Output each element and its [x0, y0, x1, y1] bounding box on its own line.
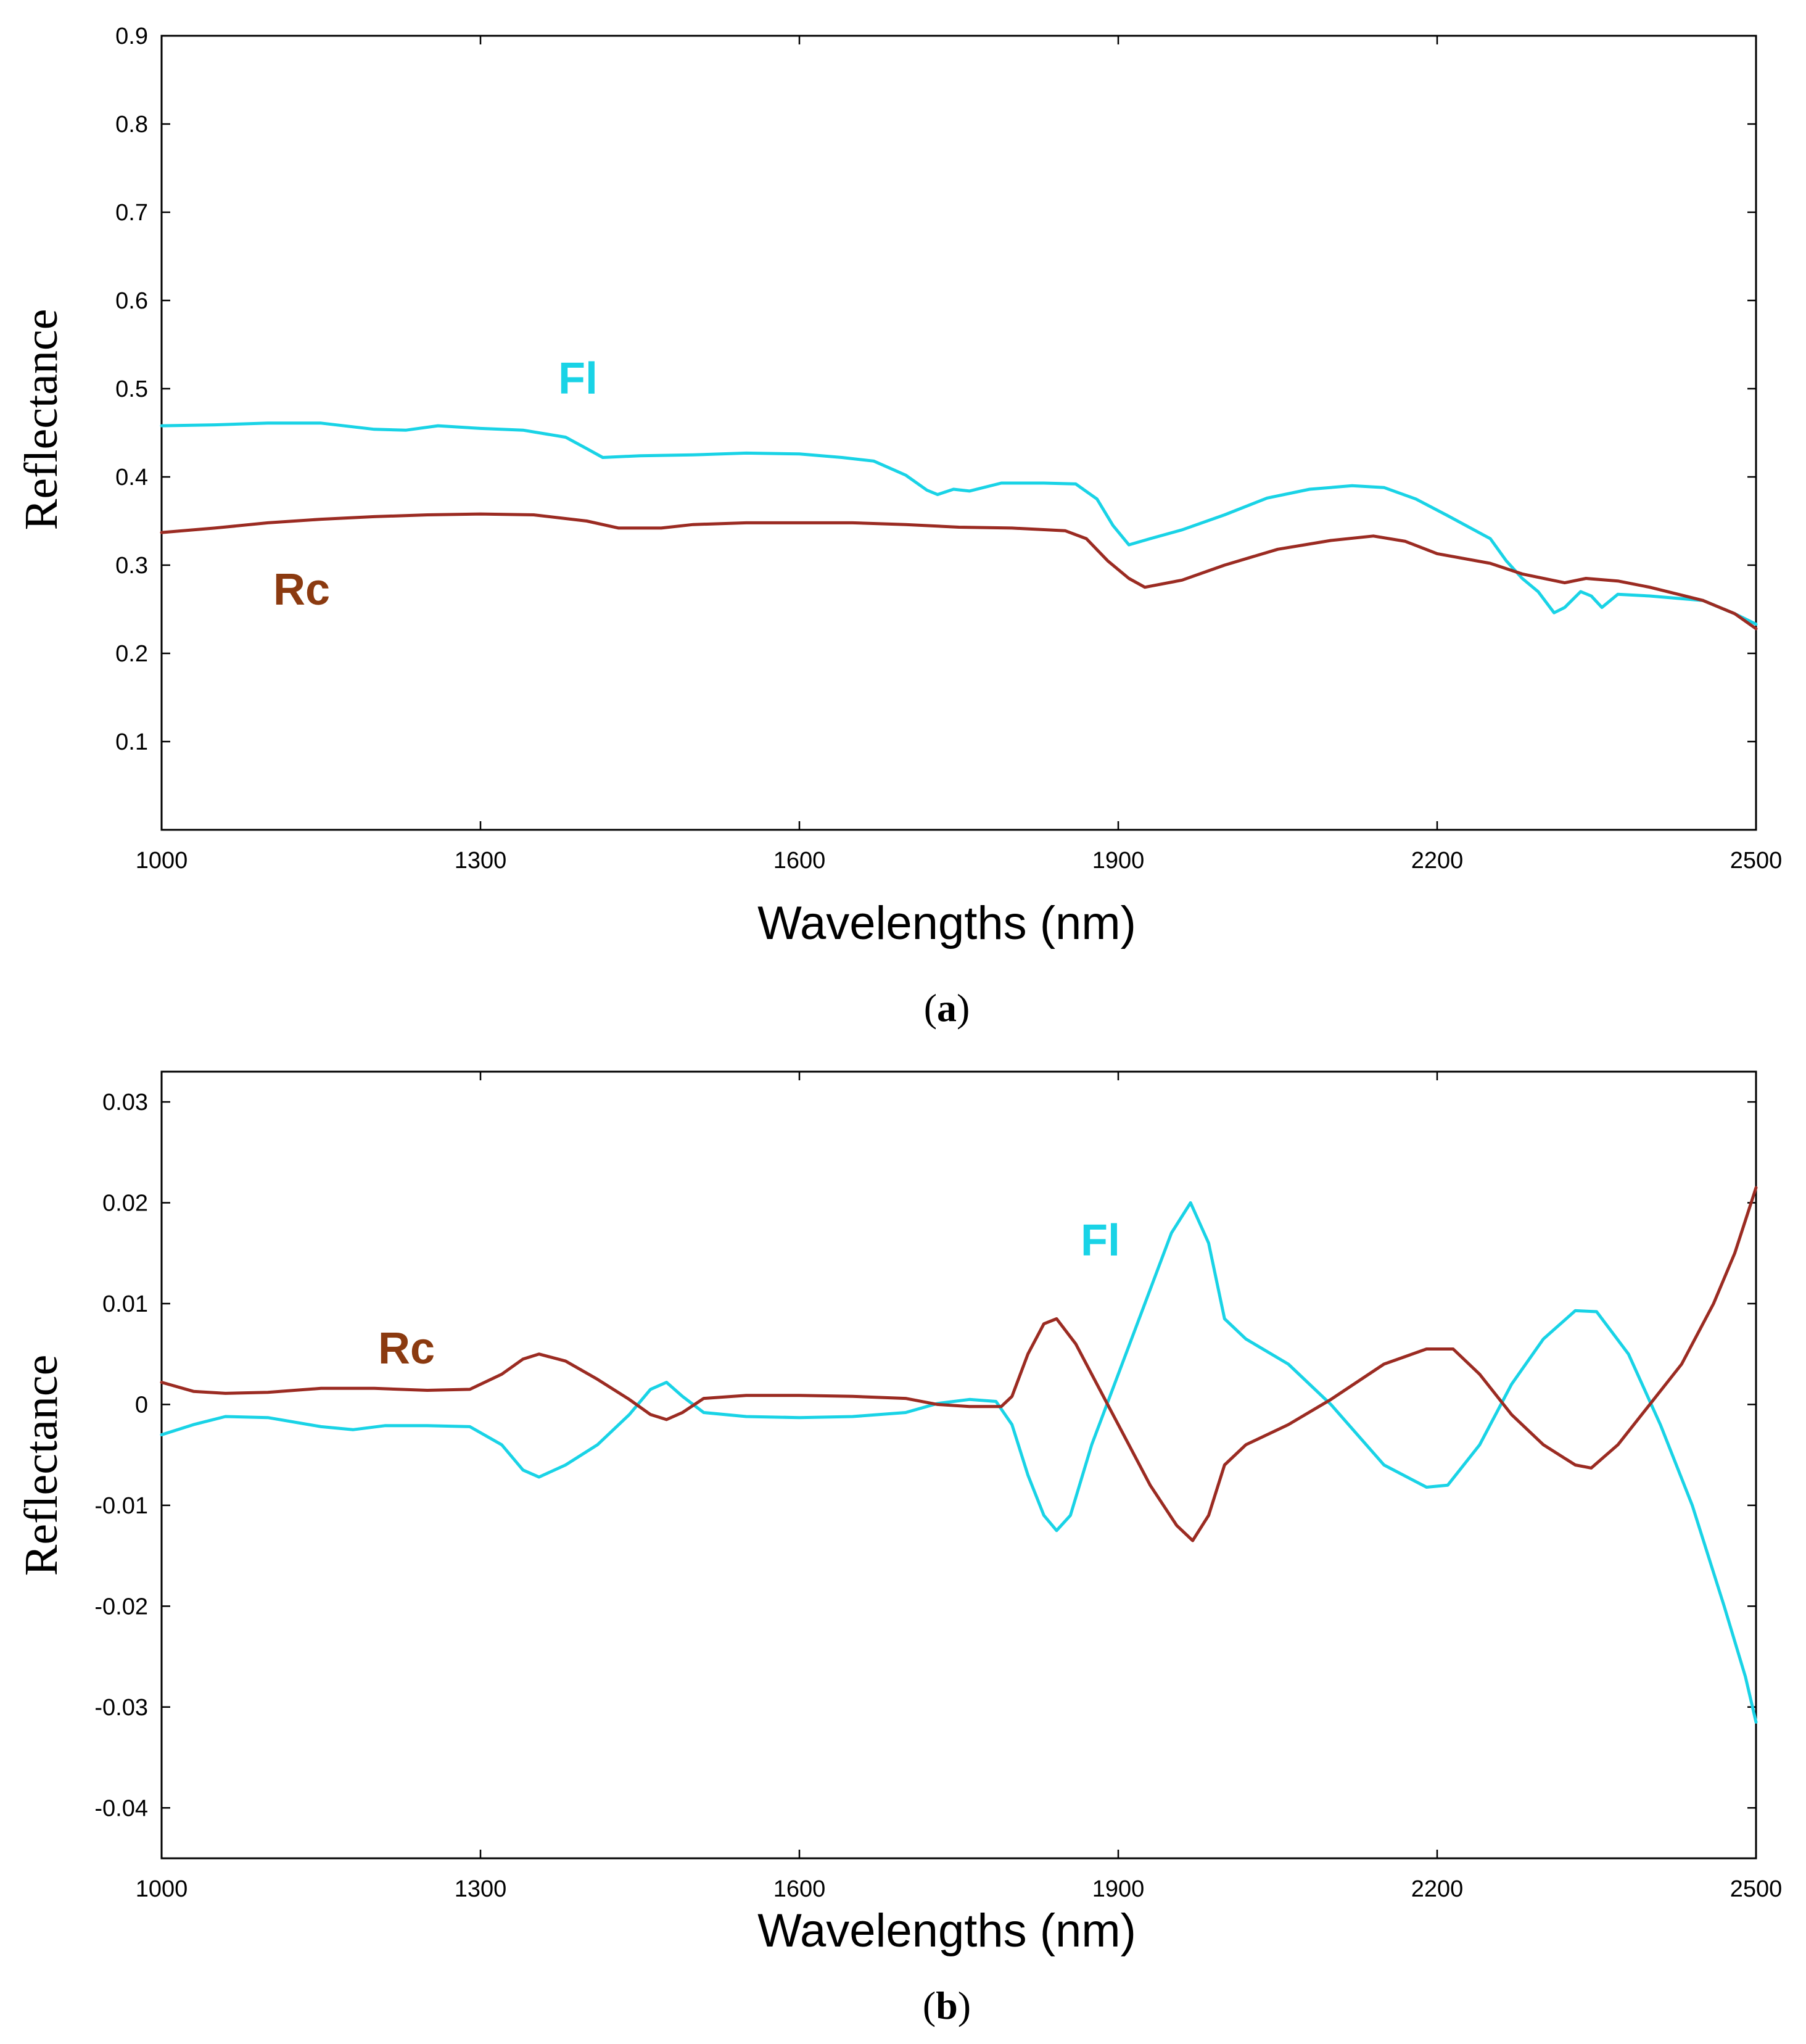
y-tick-label: 0.1	[115, 729, 148, 755]
y-tick-label: 0.02	[102, 1191, 148, 1217]
panel-a-plot-frame	[160, 35, 1757, 831]
x-tick-label: 1900	[1092, 1876, 1145, 1902]
y-tick-label: -0.03	[94, 1695, 148, 1721]
panel-a-tick-labels: 1000 1300 1600 1900 2200 2500 0.1 0.2 0.3 0.4 0.5 0…	[115, 23, 1782, 874]
panel-b-chart: 1000 1300 1600 1900 2200 2500 0.03 0.02 0.01 0 -0.…	[15, 1070, 1782, 2027]
series-line-fl	[160, 1201, 1758, 1724]
panel-a-caption: (a)	[924, 986, 970, 1030]
x-tick-label: 1600	[773, 848, 826, 874]
y-tick-label: 0.3	[115, 553, 148, 579]
panel-b-caption-letter: b	[936, 1984, 958, 2027]
y-tick-label: 0.4	[115, 465, 148, 490]
panel-a-rc-label: Rc	[273, 565, 330, 614]
y-tick-label: -0.01	[94, 1493, 148, 1519]
y-tick-label: 0.01	[102, 1291, 148, 1317]
panel-a-x-axis-title: Wavelengths (nm)	[757, 897, 1136, 950]
series-line-fl	[160, 421, 1758, 626]
x-tick-label: 1300	[455, 1876, 507, 1902]
y-tick-label: 0.8	[115, 112, 148, 138]
panel-b-y-axis-title: Reflectance	[15, 1355, 67, 1576]
panel-b-tick-labels: 1000 1300 1600 1900 2200 2500 0.03 0.02 0.01 0 -0.…	[94, 1090, 1782, 1902]
y-tick-label: 0.6	[115, 288, 148, 314]
x-tick-label: 2200	[1411, 1876, 1464, 1902]
y-tick-label: 0.7	[115, 200, 148, 226]
panel-b-fl-label: Fl	[1081, 1216, 1120, 1265]
y-tick-label: 0.03	[102, 1090, 148, 1115]
y-tick-label: 0	[135, 1392, 148, 1418]
series-line-rc	[160, 512, 1758, 631]
panel-b-ticks	[160, 1072, 1757, 1858]
x-tick-label: 1300	[455, 848, 507, 874]
y-tick-label: 0.2	[115, 641, 148, 667]
panel-b-curves	[160, 1186, 1758, 1724]
x-tick-label: 1600	[773, 1876, 826, 1902]
panel-a-ticks	[160, 35, 1757, 830]
panel-a-chart: 1000 1300 1600 1900 2200 2500 0.1 0.2 0.3 0.4 0.5 0…	[15, 23, 1782, 1030]
y-tick-label: -0.04	[94, 1795, 148, 1821]
panel-a-caption-letter: a	[937, 986, 957, 1030]
x-tick-label: 1000	[136, 1876, 188, 1902]
panel-b-plot-frame	[160, 1070, 1757, 1860]
x-tick-label: 1000	[136, 848, 188, 874]
panel-b-rc-label: Rc	[378, 1324, 435, 1373]
panel-a-curves	[160, 421, 1758, 631]
series-line-rc	[160, 1186, 1758, 1542]
x-tick-label: 2200	[1411, 848, 1464, 874]
x-tick-label: 2500	[1730, 848, 1783, 874]
panel-b-caption: (b)	[923, 1984, 971, 2027]
x-tick-label: 1900	[1092, 848, 1145, 874]
panel-b-x-axis-title: Wavelengths (nm)	[757, 1905, 1136, 1957]
y-tick-label: 0.9	[115, 23, 148, 49]
y-tick-label: -0.02	[94, 1594, 148, 1620]
panel-a-fl-label: Fl	[558, 354, 598, 403]
y-tick-label: 0.5	[115, 376, 148, 402]
x-tick-label: 2500	[1730, 1876, 1783, 1902]
panel-a-y-axis-title: Reflectance	[15, 309, 67, 531]
